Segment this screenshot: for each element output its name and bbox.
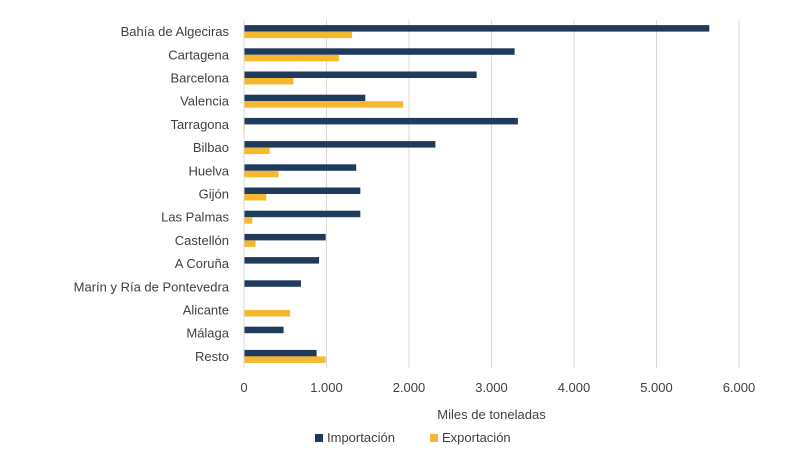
tick-label: 2.000: [393, 380, 426, 395]
legend-label: Importación: [327, 430, 395, 445]
tick-label: 6.000: [723, 380, 756, 395]
tick-label: 4.000: [558, 380, 591, 395]
category-label: Marín y Ría de Pontevedra: [74, 279, 230, 294]
x-axis-title: Miles de toneladas: [437, 407, 546, 422]
bar-importacion: [244, 349, 317, 357]
category-label: Resto: [195, 349, 229, 364]
legend-label: Exportación: [442, 430, 511, 445]
bar-importacion: [244, 280, 301, 287]
bar-importacion: [244, 210, 361, 218]
bar-importacion: [244, 233, 326, 241]
tick-label: 1.000: [310, 380, 343, 395]
category-label: Bilbao: [193, 140, 229, 155]
tick-label: 3.000: [475, 380, 508, 395]
bar-importacion: [244, 141, 436, 148]
category-label: Tarragona: [170, 117, 229, 132]
tick-label: 0: [240, 380, 247, 395]
bar-exportacion: [244, 170, 279, 178]
category-labels: Bahía de Algeciras Cartagena Barcelona Vale…: [74, 24, 230, 364]
bar-exportacion: [244, 240, 256, 247]
bar-exportacion: [244, 78, 294, 85]
bar-exportacion: [244, 31, 353, 39]
bar-exportacion: [244, 194, 267, 201]
category-label: Barcelona: [170, 71, 229, 86]
bar-importacion: [244, 326, 284, 334]
category-label: Las Palmas: [161, 210, 229, 225]
legend: Importación Exportación: [315, 430, 511, 445]
bar-importacion: [244, 48, 515, 55]
category-label: Alicante: [183, 303, 229, 318]
category-label: Castellón: [175, 233, 229, 248]
category-label: A Coruña: [175, 256, 230, 271]
bar-exportacion: [244, 101, 404, 108]
bar-exportacion: [244, 147, 270, 155]
bar-importacion: [244, 25, 710, 32]
bar-exportacion: [244, 310, 291, 317]
bar-importacion: [244, 187, 361, 194]
tick-label: 5.000: [640, 380, 673, 395]
bar-importacion: [244, 117, 518, 125]
legend-swatch: [430, 434, 438, 442]
bars: [244, 25, 710, 363]
bar-importacion: [244, 257, 320, 264]
category-label: Huelva: [189, 163, 230, 178]
category-label: Cartagena: [168, 47, 229, 62]
bar-exportacion: [244, 54, 339, 62]
bar-exportacion: [244, 356, 326, 363]
legend-swatch: [315, 434, 323, 442]
bar-importacion: [244, 94, 366, 102]
bar-importacion: [244, 164, 357, 171]
category-label: Gijón: [199, 187, 229, 202]
value-tick-labels: 0 1.000 2.000 3.000 4.000 5.000 6.000: [240, 380, 755, 395]
bar-importacion: [244, 71, 477, 78]
category-label: Valencia: [180, 94, 230, 109]
bar-exportacion: [244, 217, 253, 224]
category-label: Bahía de Algeciras: [121, 24, 230, 39]
category-label: Málaga: [186, 326, 229, 341]
